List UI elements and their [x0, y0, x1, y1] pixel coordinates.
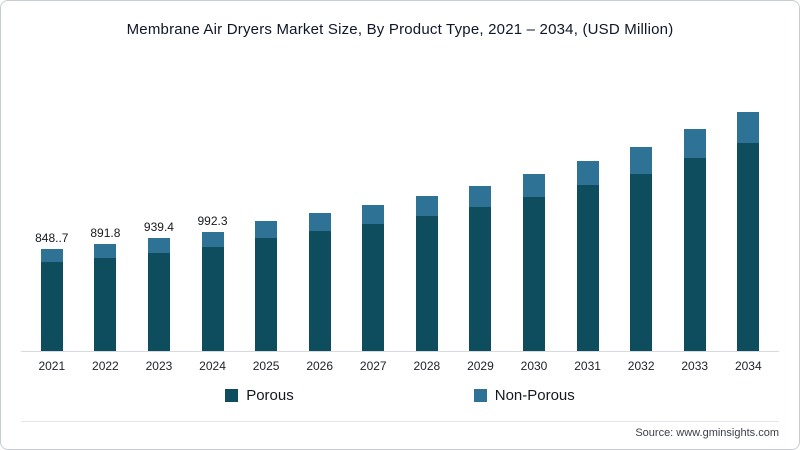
bar-segment-non-porous: [630, 147, 653, 174]
x-axis-label: 2030: [520, 359, 548, 373]
bar-column-2022: 891.8: [79, 226, 133, 351]
bar-segment-porous: [308, 230, 331, 351]
legend-label-non-porous: Non-Porous: [494, 387, 575, 404]
bar-column-2031: [561, 143, 615, 351]
x-axis-label: 2027: [359, 359, 387, 373]
bar-segment-porous: [576, 185, 599, 351]
bar-value-label: 891.8: [90, 226, 121, 240]
bar-column-2028: [400, 178, 454, 351]
bar-segment-non-porous: [522, 173, 545, 197]
bar-column-2024: 992.3: [186, 214, 240, 351]
bar-column-2023: 939.4: [132, 220, 186, 351]
x-axis-label: 2022: [92, 359, 119, 373]
bar-segment-porous: [94, 257, 117, 351]
bar-segment-non-porous: [255, 220, 278, 238]
bar-segment-porous: [415, 216, 438, 351]
legend-item-non-porous: Non-Porous: [473, 387, 575, 404]
plot-area: 848..7 891.8 939.4 992.3: [21, 69, 779, 352]
x-axis-label: 2024: [199, 359, 226, 373]
bar-segment-non-porous: [201, 231, 224, 248]
bar-value-label: 939.4: [143, 220, 174, 235]
bar-segment-porous: [522, 196, 545, 351]
bar-column-2027: [346, 187, 400, 351]
bar-column-2026: [293, 195, 347, 351]
source-text: Source: www.gminsights.com: [21, 421, 779, 441]
bar-segment-non-porous: [415, 196, 438, 217]
bar-segment-porous: [737, 142, 760, 351]
legend-item-porous: Porous: [225, 387, 294, 404]
x-axis-label: 2034: [734, 359, 762, 373]
bar-segment-porous: [630, 173, 653, 351]
bar-segment-non-porous: [94, 244, 117, 258]
bar-column-2034: [722, 94, 776, 351]
bar-segment-porous: [362, 224, 385, 351]
bar-value-label: 992.3: [197, 213, 228, 228]
porous-swatch-icon: [225, 389, 239, 402]
non-porous-swatch-icon: [473, 389, 487, 402]
bar-segment-porous: [469, 207, 492, 351]
x-axis-label: 2026: [306, 359, 334, 373]
bar-segment-non-porous: [576, 160, 599, 186]
bar-column-2033: [668, 111, 722, 351]
bar-column-2021: 848..7: [25, 231, 79, 351]
bar-column-2029: [454, 168, 508, 351]
chart-title: Membrane Air Dryers Market Size, By Prod…: [126, 21, 674, 38]
bar-segment-non-porous: [40, 249, 63, 263]
bar-segment-non-porous: [362, 205, 385, 225]
x-axis-label: 2025: [252, 359, 280, 373]
bar-segment-porous: [683, 157, 706, 351]
bar-column-2032: [614, 129, 668, 351]
bar-segment-porous: [40, 262, 63, 351]
x-axis-label: 2028: [413, 359, 441, 373]
x-axis-label: 2023: [145, 359, 173, 373]
bar-segment-non-porous: [737, 111, 760, 143]
x-axis-label: 2033: [681, 359, 709, 373]
legend-label-porous: Porous: [246, 387, 294, 404]
x-axis-label: 2021: [38, 359, 66, 373]
x-axis: 2021 2022 2023 2024 2025 2026 2027 2028 2029 2030…: [21, 352, 779, 373]
bar-segment-non-porous: [469, 186, 492, 208]
chart-legend: Porous Non-Porous: [21, 387, 779, 404]
bar-value-label: 848..7: [35, 231, 69, 246]
x-axis-label: 2031: [574, 359, 601, 373]
bar-column-2025: [239, 203, 293, 351]
bar-segment-porous: [201, 247, 224, 351]
bar-segment-porous: [147, 252, 170, 351]
bar-segment-non-porous: [147, 238, 170, 253]
bar-segment-non-porous: [308, 212, 331, 231]
x-axis-label: 2029: [467, 359, 494, 373]
bar-column-2030: [507, 156, 561, 351]
bar-segment-porous: [255, 237, 278, 351]
bar-segment-non-porous: [683, 129, 706, 158]
x-axis-label: 2032: [627, 359, 655, 373]
